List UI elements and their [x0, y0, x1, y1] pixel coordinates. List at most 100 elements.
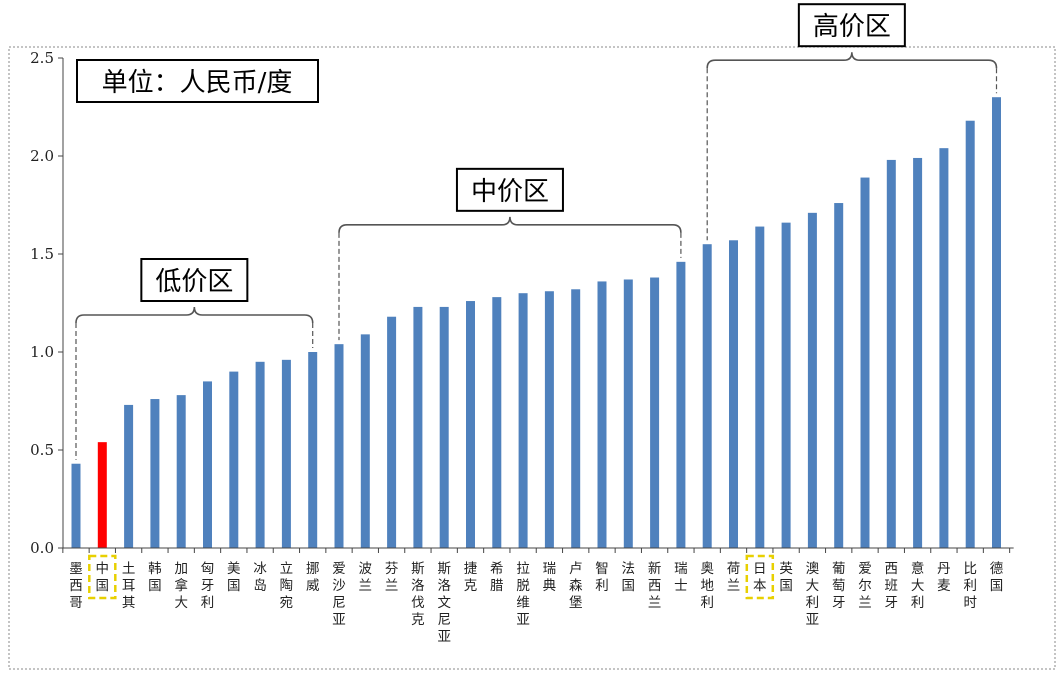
bar-0: [71, 463, 81, 548]
bar-20: [597, 281, 607, 548]
bar-6: [229, 371, 239, 548]
svg-text:芬兰: 芬兰: [385, 561, 399, 594]
x-category-label: 加拿大: [174, 561, 188, 611]
svg-text:智利: 智利: [595, 561, 609, 594]
x-category-label: 澳大利亚: [806, 561, 820, 628]
x-category-label: 韩国: [148, 561, 162, 594]
svg-text:瑞典: 瑞典: [543, 561, 557, 594]
bar-14: [439, 306, 449, 548]
bar-9: [308, 352, 318, 548]
bar-33: [939, 148, 949, 548]
x-axis: 墨西哥中国土耳其韩国加拿大匈牙利美国冰岛立陶宛挪威爱沙尼亚波兰芬兰斯洛伐克斯洛文…: [62, 547, 1014, 645]
bar-15: [466, 301, 475, 548]
svg-text:斯洛伐克: 斯洛伐克: [411, 561, 425, 628]
x-category-label: 荷兰: [727, 561, 741, 594]
x-category-label: 中国: [88, 554, 117, 600]
svg-text:匈牙利: 匈牙利: [201, 561, 215, 611]
price-groups: 低价区 中价区 高价区: [75, 3, 998, 460]
y-tick-label: 2.0: [30, 147, 54, 165]
svg-text:澳大利亚: 澳大利亚: [806, 561, 820, 628]
x-category-label: 丹麦: [937, 561, 951, 594]
bar-7: [255, 361, 265, 548]
bar-19: [571, 289, 581, 548]
x-category-label: 波兰: [359, 561, 373, 594]
x-category-label: 斯洛伐克: [411, 561, 425, 628]
group-label: 中价区: [471, 177, 549, 207]
bar-27: [781, 222, 791, 548]
unit-label-box: 单位：人民币/度: [76, 59, 319, 103]
x-category-label: 芬兰: [385, 561, 399, 594]
x-category-label: 美国: [227, 561, 241, 594]
price-group-bracket: 高价区: [706, 3, 998, 241]
bar-29: [834, 203, 844, 549]
bar-5: [203, 381, 212, 548]
bar-1: [97, 442, 107, 548]
x-category-label: 冰岛: [253, 561, 267, 594]
svg-text:新西兰: 新西兰: [648, 561, 662, 611]
svg-text:墨西哥: 墨西哥: [69, 561, 83, 611]
svg-text:意大利: 意大利: [911, 560, 925, 611]
svg-text:挪威: 挪威: [306, 561, 320, 594]
x-category-label: 德国: [990, 561, 1004, 594]
svg-text:拉脱维亚: 拉脱维亚: [516, 561, 530, 628]
x-category-label: 捷克: [464, 561, 478, 594]
x-category-label: 葡萄牙: [832, 561, 846, 611]
x-category-label: 爱沙尼亚: [332, 561, 346, 628]
svg-text:德国: 德国: [990, 561, 1004, 594]
y-tick-label: 1.5: [30, 245, 54, 263]
bar-32: [913, 157, 923, 548]
svg-text:斯洛文尼亚: 斯洛文尼亚: [437, 561, 451, 645]
highlight-label-box: [88, 554, 117, 600]
group-label-box: [455, 167, 564, 212]
svg-text:波兰: 波兰: [359, 561, 373, 594]
x-category-label: 立陶宛: [280, 561, 294, 611]
bar-30: [860, 177, 870, 548]
x-category-label: 奥地利: [700, 560, 714, 611]
svg-text:立陶宛: 立陶宛: [280, 561, 294, 611]
bar-28: [807, 212, 817, 548]
svg-text:日本: 日本: [753, 561, 767, 594]
x-category-label: 斯洛文尼亚: [437, 561, 451, 645]
svg-text:爱尔兰: 爱尔兰: [858, 561, 872, 611]
svg-text:土耳其: 土耳其: [122, 561, 136, 611]
y-tick-label: 0.0: [30, 539, 54, 557]
price-group-bracket: 低价区: [75, 258, 314, 460]
svg-text:荷兰: 荷兰: [727, 561, 741, 594]
x-category-label: 希腊: [490, 561, 504, 594]
bar-16: [492, 297, 502, 548]
x-category-label: 匈牙利: [201, 561, 215, 611]
bar-35: [992, 97, 1001, 548]
x-category-label: 西班牙: [885, 561, 899, 611]
x-category-label: 智利: [595, 561, 609, 594]
bar-18: [544, 291, 554, 548]
bar-2: [124, 404, 134, 548]
bar-3: [150, 399, 160, 548]
chart-frame: [8, 46, 1056, 670]
bar-8: [281, 359, 291, 548]
x-category-label: 瑞典: [543, 561, 557, 594]
bars: [71, 97, 1001, 549]
svg-text:葡萄牙: 葡萄牙: [832, 561, 846, 611]
x-category-label: 英国: [779, 560, 793, 594]
bar-4: [176, 395, 186, 548]
group-label: 低价区: [155, 267, 233, 297]
svg-text:丹麦: 丹麦: [937, 561, 951, 594]
svg-text:美国: 美国: [227, 561, 241, 594]
svg-text:捷克: 捷克: [464, 561, 478, 594]
y-tick-label: 2.5: [30, 49, 54, 67]
bar-25: [729, 240, 738, 548]
group-label-box: [140, 258, 249, 302]
x-category-label: 比利时: [963, 561, 977, 611]
x-category-label: 意大利: [911, 560, 925, 611]
bar-21: [623, 279, 633, 548]
y-tick-label: 1.0: [30, 343, 54, 361]
x-category-label: 卢森堡: [569, 561, 583, 611]
svg-text:韩国: 韩国: [148, 561, 162, 594]
x-category-label: 爱尔兰: [858, 561, 872, 611]
x-category-label: 墨西哥: [69, 561, 83, 611]
bar-31: [886, 159, 896, 549]
bar-11: [360, 334, 370, 548]
x-category-label: 瑞士: [674, 561, 688, 594]
bar-17: [518, 293, 528, 548]
